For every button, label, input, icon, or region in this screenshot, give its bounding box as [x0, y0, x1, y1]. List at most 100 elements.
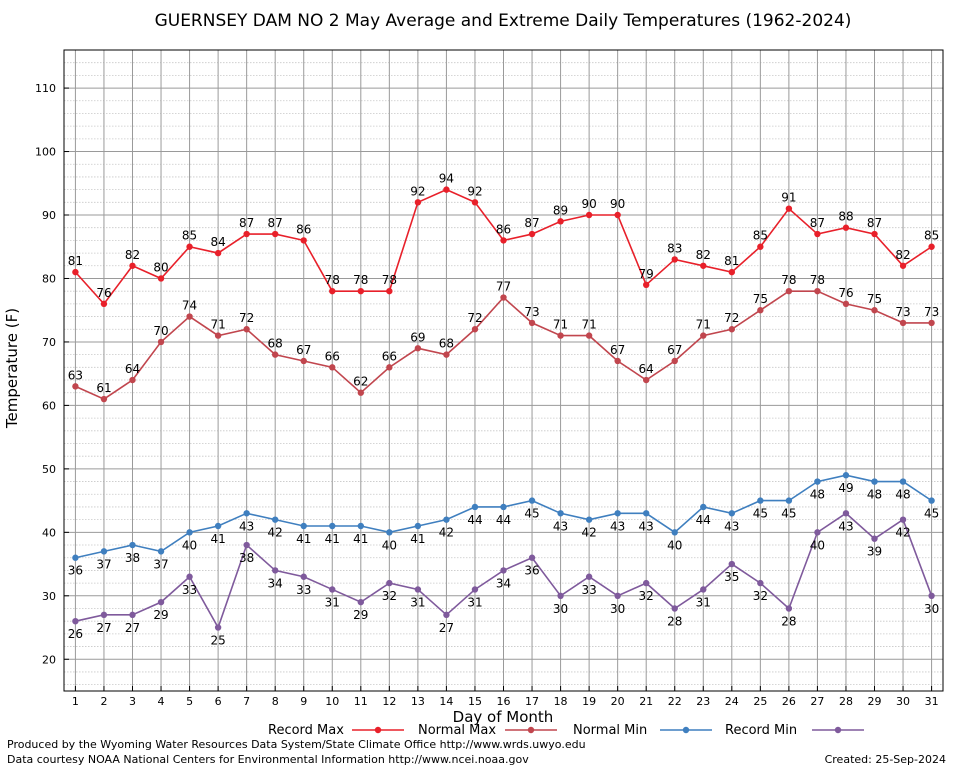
data-label: 29: [353, 608, 368, 622]
data-point: [728, 326, 736, 333]
data-label: 30: [553, 602, 568, 616]
x-tick-label: 16: [497, 695, 511, 708]
data-label: 78: [353, 273, 368, 287]
data-point: [871, 307, 878, 314]
data-label: 36: [68, 564, 83, 578]
data-point: [157, 275, 165, 282]
data-point: [414, 586, 422, 593]
data-label: 86: [296, 222, 311, 236]
y-tick-label: 40: [42, 526, 56, 539]
data-label: 84: [210, 235, 225, 249]
data-point: [557, 218, 564, 225]
data-point: [129, 262, 136, 269]
x-tick-label: 19: [582, 695, 596, 708]
data-point: [243, 510, 250, 517]
data-point: [100, 395, 108, 403]
data-label: 81: [724, 254, 739, 268]
x-tick-label: 7: [243, 695, 250, 708]
data-label: 45: [524, 507, 539, 521]
data-point: [300, 237, 307, 244]
data-label: 31: [696, 595, 711, 609]
data-point: [443, 186, 450, 193]
data-label: 91: [781, 191, 796, 205]
data-label: 78: [810, 273, 825, 287]
data-label: 81: [68, 254, 83, 268]
data-point: [842, 224, 850, 231]
data-point: [785, 205, 793, 212]
data-point: [757, 307, 764, 314]
data-label: 27: [125, 621, 140, 635]
data-point: [557, 510, 564, 517]
data-point: [357, 522, 365, 530]
data-point: [471, 326, 479, 333]
data-label: 48: [810, 488, 825, 502]
data-point: [357, 287, 365, 295]
data-label: 72: [467, 311, 482, 325]
data-point: [728, 510, 736, 517]
data-point: [186, 573, 193, 580]
data-label: 67: [610, 343, 625, 357]
data-point: [214, 249, 222, 257]
legend-marker: [374, 726, 382, 734]
data-label: 33: [581, 583, 596, 597]
data-point: [871, 535, 878, 542]
data-label: 38: [125, 551, 140, 565]
x-tick-label: 2: [100, 695, 107, 708]
data-point: [414, 345, 422, 352]
data-point: [785, 605, 793, 612]
data-point: [700, 503, 707, 511]
chart-title: GUERNSEY DAM NO 2 May Average and Extrem…: [155, 11, 852, 31]
data-point: [72, 554, 79, 561]
credit-text: Produced by the Wyoming Water Resources …: [7, 738, 586, 751]
data-label: 30: [924, 602, 939, 616]
data-point: [528, 230, 536, 238]
data-label: 32: [639, 589, 654, 603]
data-label: 71: [696, 318, 711, 332]
data-label: 86: [496, 222, 511, 236]
x-tick-label: 28: [839, 695, 853, 708]
data-point: [243, 541, 250, 549]
data-label: 40: [810, 538, 825, 552]
data-label: 88: [838, 210, 853, 224]
data-point: [471, 199, 479, 206]
x-tick-label: 15: [468, 695, 482, 708]
data-point: [72, 383, 79, 390]
data-label: 71: [553, 318, 568, 332]
data-label: 37: [153, 557, 168, 571]
data-label: 32: [382, 589, 397, 603]
data-label: 90: [610, 197, 625, 211]
data-label: 31: [410, 595, 425, 609]
data-point: [528, 319, 536, 327]
data-label: 73: [924, 305, 939, 319]
data-point: [443, 351, 450, 358]
data-label: 68: [439, 337, 454, 351]
data-label: 43: [724, 519, 739, 533]
data-label: 41: [353, 532, 368, 546]
data-point: [243, 230, 250, 238]
legend-marker: [682, 726, 690, 734]
data-point: [899, 478, 907, 485]
x-tick-label: 3: [129, 695, 136, 708]
data-label: 64: [125, 362, 140, 376]
data-label: 79: [639, 267, 654, 281]
data-point: [700, 332, 707, 339]
data-label: 92: [410, 184, 425, 198]
data-point: [642, 281, 650, 289]
legend-label: Record Min: [725, 723, 797, 738]
data-label: 85: [182, 229, 197, 243]
data-label: 68: [268, 337, 283, 351]
data-label: 28: [781, 614, 796, 628]
data-point: [414, 199, 422, 206]
data-label: 62: [353, 375, 368, 389]
data-label: 78: [781, 273, 796, 287]
x-tick-label: 11: [354, 695, 368, 708]
data-point: [642, 579, 650, 587]
data-point: [871, 478, 878, 485]
data-label: 39: [867, 545, 882, 559]
data-label: 34: [268, 576, 283, 590]
data-label: 44: [467, 513, 482, 527]
data-point: [386, 579, 393, 587]
data-label: 31: [467, 595, 482, 609]
data-label: 41: [410, 532, 425, 546]
